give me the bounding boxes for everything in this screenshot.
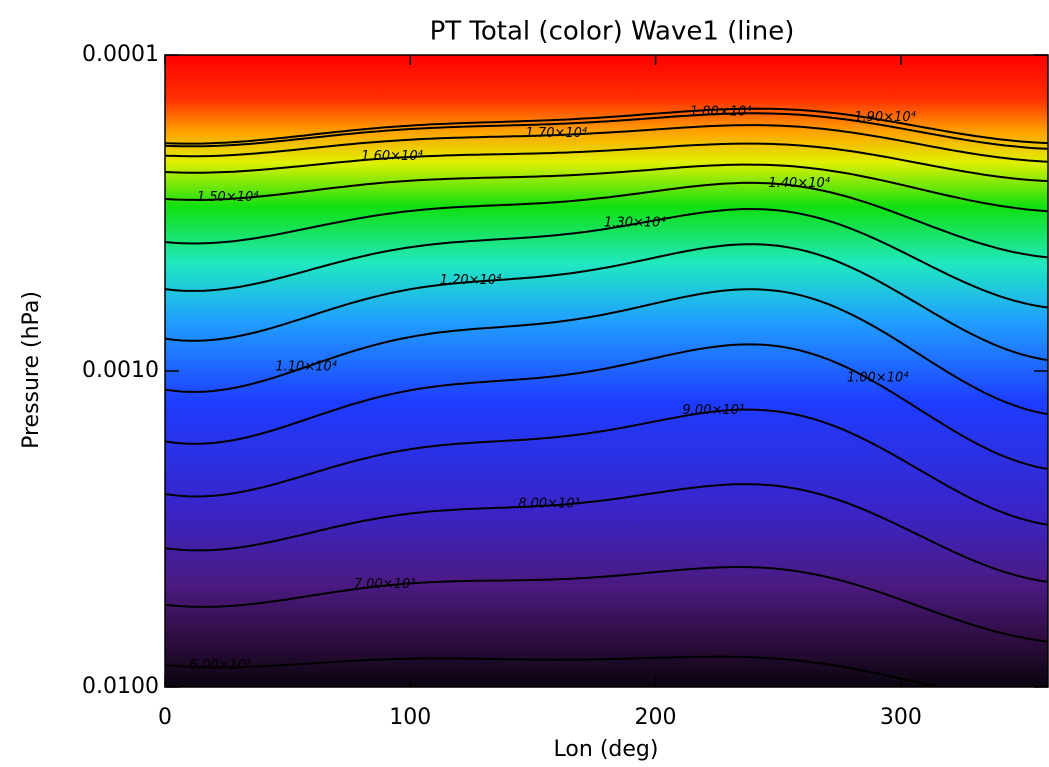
- chart-title: PT Total (color) Wave1 (line): [430, 17, 795, 47]
- contour-label: 1.90×10⁴: [854, 110, 916, 125]
- contour-label: 1.00×10⁴: [847, 371, 909, 386]
- y-tick-label: 0.0010: [82, 358, 159, 383]
- contour-label: 1.30×10⁴: [604, 216, 666, 231]
- contour-line: [165, 288, 1048, 416]
- contour-label: 1.50×10⁴: [197, 190, 259, 205]
- contour-label: 1.70×10⁴: [526, 126, 588, 141]
- contour-lines: 6.00×10³ 7.00×10³ 8.00×10³ 9.00×10³ 1.00×10⁴…: [165, 105, 1048, 687]
- y-tick-label: 0.0100: [82, 674, 159, 699]
- contour-line: [165, 142, 1048, 183]
- contour-label: 1.80×10⁴: [690, 105, 752, 120]
- contour-line: [165, 207, 1048, 309]
- contour-label: 1.40×10⁴: [768, 176, 830, 191]
- contour-line: [165, 163, 1048, 213]
- contour-line: [165, 655, 944, 687]
- contour-label: 6.00×10³: [190, 658, 252, 673]
- contour-label: 7.00×10³: [354, 577, 416, 592]
- contour-label: 1.60×10⁴: [361, 149, 423, 164]
- contour-line: [165, 124, 1048, 163]
- contour-line: [165, 181, 1048, 259]
- contour-line: [165, 408, 1048, 526]
- contour-line: [165, 107, 1048, 145]
- y-axis-label: Pressure (hPa): [19, 291, 44, 449]
- contour-label: 1.20×10⁴: [440, 273, 502, 288]
- contour-label: 8.00×10³: [518, 496, 580, 511]
- contour-label: 9.00×10³: [683, 403, 745, 418]
- x-tick-label: 300: [880, 705, 922, 730]
- x-tick-label: 100: [389, 705, 431, 730]
- x-axis-label: Lon (deg): [554, 737, 659, 762]
- contour-label: 1.10×10⁴: [275, 360, 337, 375]
- contour-line: [165, 566, 1048, 643]
- x-tick-label: 0: [158, 705, 172, 730]
- contour-line: [165, 243, 1048, 362]
- contour-line: [165, 483, 1048, 583]
- contour-line: [165, 343, 1048, 471]
- contour-line: [165, 112, 1048, 150]
- x-tick-label: 200: [635, 705, 677, 730]
- y-tick-label: 0.0001: [82, 42, 159, 67]
